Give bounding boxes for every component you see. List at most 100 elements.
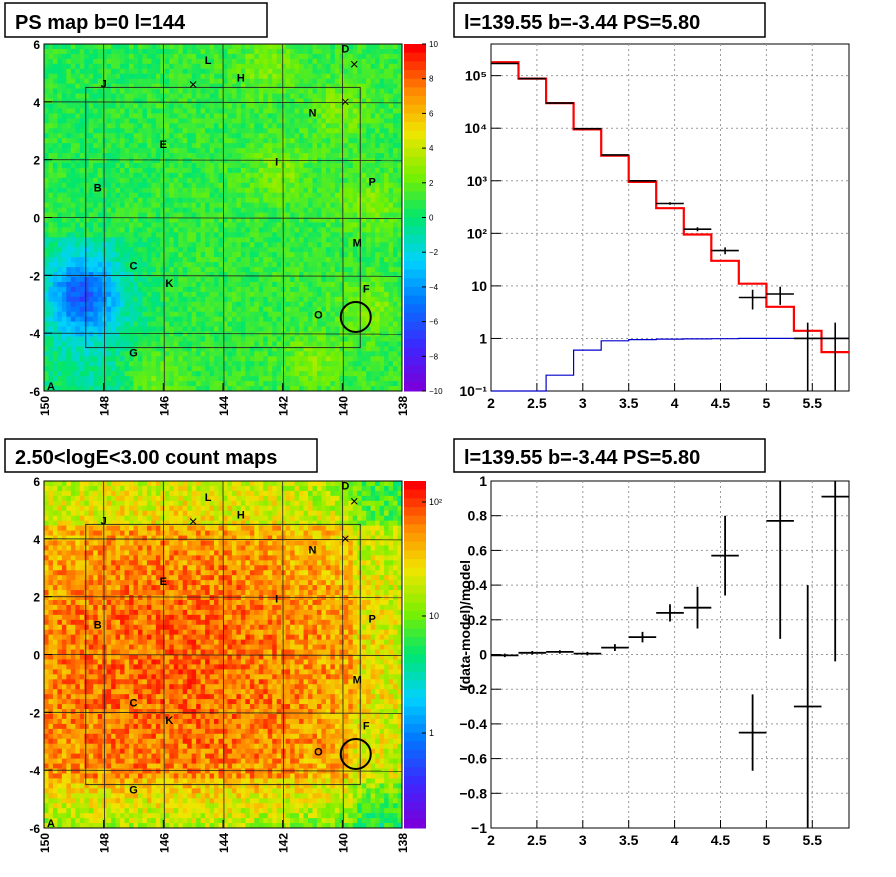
psmap-map-cell (236, 153, 242, 159)
psmap-map-cell (44, 118, 49, 124)
psmap-map-cell (254, 227, 260, 233)
psmap-map-cell (182, 93, 188, 99)
psmap-map-cell (155, 361, 161, 367)
psmap-map-cell (44, 93, 49, 99)
psmap-map-cell (249, 123, 255, 129)
psmap-map-cell (205, 351, 210, 357)
psmap-map-cell (227, 247, 233, 253)
psmap-map-cell (209, 247, 215, 253)
psmap-map-cell (357, 98, 363, 104)
psmap-map-cell (249, 366, 255, 372)
psmap-map-cell (240, 346, 246, 352)
psmap-map-cell (106, 286, 112, 293)
psmap-map-cell (142, 351, 148, 357)
psmap-map-cell (223, 257, 228, 263)
psmap-map-cell (151, 158, 157, 164)
psmap-map-cell (316, 103, 322, 109)
psmap-map-cell (48, 108, 54, 114)
psmap-map-cell (240, 103, 246, 109)
psmap-map-cell (343, 237, 349, 243)
psmap-map-cell (316, 78, 322, 85)
psmap-map-cell (160, 133, 166, 139)
psmap-map-cell (240, 301, 246, 308)
psmap-map-cell (285, 78, 291, 85)
psmap-map-cell (276, 227, 282, 233)
psmap-map-cell (88, 326, 94, 332)
psmap-map-cell (75, 182, 81, 189)
psmap-map-cell (187, 128, 193, 134)
psmap-map-cell (245, 316, 251, 322)
psmap-map-cell (44, 242, 49, 248)
psmap-map-cell (120, 167, 125, 174)
psmap-map-cell (155, 321, 161, 327)
psmap-map-cell (137, 58, 143, 65)
psmap-map-cell (321, 356, 327, 362)
psmap-map-cell (330, 232, 336, 238)
psmap-map-cell (209, 267, 215, 273)
psmap-map-cell (240, 356, 246, 362)
psmap-map-cell (48, 336, 54, 342)
psmap-map-cell (66, 311, 72, 318)
psmap-map-cell (294, 361, 300, 367)
psmap-map-cell (151, 172, 157, 179)
psmap-map-cell (245, 212, 251, 218)
psmap-map-cell (254, 167, 260, 174)
psmap-map-cell (142, 123, 148, 129)
psmap-map-cell (312, 376, 318, 382)
psmap-map-cell (173, 227, 179, 233)
psmap-map-cell (294, 63, 300, 70)
psmap-map-cell (258, 133, 264, 139)
psmap-map-cell (61, 78, 67, 85)
psmap-map-cell (334, 237, 340, 243)
psmap-map-cell (120, 222, 125, 228)
psmap-map-cell (97, 356, 103, 362)
psmap-map-cell (272, 252, 278, 258)
psmap-map-cell (155, 272, 161, 278)
psmap-map-cell (115, 182, 121, 189)
psmap-map-cell (44, 331, 49, 337)
psmap-map-cell (120, 68, 125, 75)
psmap-map-cell (182, 351, 188, 357)
psmap-map-cell (102, 162, 108, 169)
psmap-map-cell (115, 321, 121, 327)
psmap-map-cell (321, 237, 327, 243)
psmap-map-cell (361, 162, 367, 169)
psmap-map-cell (223, 153, 228, 159)
psmap-map-cell (258, 257, 264, 263)
psmap-map-cell (276, 172, 282, 179)
psmap-map-cell (330, 316, 336, 322)
psmap-map-cell (142, 267, 148, 273)
psmap-map-cell (196, 336, 202, 342)
psmap-map-cell (182, 331, 188, 337)
psmap-map-cell (249, 351, 255, 357)
psmap-map-cell (316, 306, 322, 313)
psmap-map-cell (169, 262, 175, 268)
psmap-map-cell (142, 88, 148, 94)
psmap-map-cell (267, 83, 273, 90)
psmap-map-cell (290, 272, 296, 278)
psmap-map-cell (102, 123, 108, 129)
psmap-map-cell (205, 311, 210, 318)
psmap-map-cell (249, 386, 255, 392)
psmap-map-cell (133, 222, 139, 228)
psmap-map-cell (79, 83, 85, 90)
psmap-map-cell (142, 53, 148, 60)
psmap-map-cell (102, 48, 108, 55)
psmap-map-cell (316, 316, 322, 322)
psmap-map-cell (84, 257, 90, 263)
psmap-map-cell (258, 286, 264, 293)
psmap-map-cell (173, 108, 179, 114)
psmap-map-cell (308, 386, 313, 392)
psmap-map-cell (61, 83, 67, 90)
psmap-map-cell (75, 68, 81, 75)
psmap-map-cell (182, 172, 188, 179)
psmap-map-cell (223, 48, 228, 55)
psmap-map-cell (281, 212, 287, 218)
psmap-map-cell (205, 103, 210, 109)
psmap-map-cell (299, 83, 304, 90)
psmap-map-cell (231, 192, 237, 199)
psmap-map-cell (308, 286, 313, 293)
psmap-map-cell (245, 53, 251, 60)
psmap-map-cell (209, 257, 215, 263)
psmap-map-cell (294, 93, 300, 99)
